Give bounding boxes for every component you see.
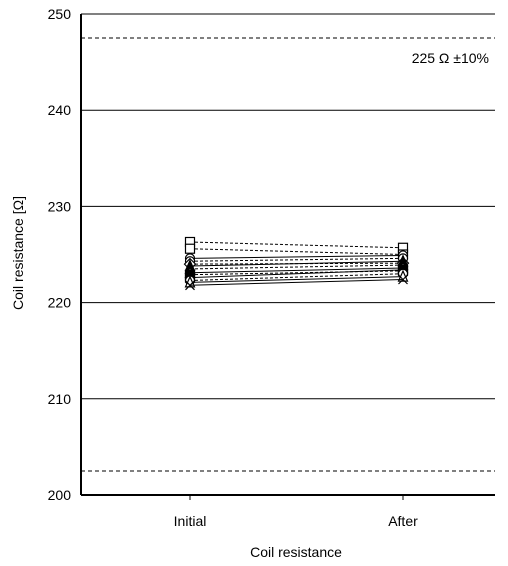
x-tick-label-initial: Initial bbox=[174, 513, 207, 529]
series-2 bbox=[184, 250, 409, 264]
y-tick-label-220: 220 bbox=[48, 295, 72, 311]
series-1-point-0 bbox=[184, 243, 196, 254]
series-0-line bbox=[189, 241, 404, 249]
series-7 bbox=[184, 261, 409, 278]
series-3-line bbox=[189, 257, 404, 262]
y-tick-label-240: 240 bbox=[48, 102, 72, 118]
axes bbox=[80, 14, 495, 500]
y-tick-labels: 200 210 220 230 240 250 bbox=[48, 6, 72, 503]
series-7-line bbox=[189, 267, 404, 274]
series-11 bbox=[184, 269, 409, 288]
series-11-point-1 bbox=[397, 269, 409, 282]
series-layer bbox=[183, 236, 410, 291]
series-6-line bbox=[189, 264, 404, 270]
series-11-line bbox=[189, 276, 404, 283]
series-12-line bbox=[189, 279, 404, 286]
x-tick-label-after: After bbox=[388, 513, 418, 529]
tolerance-annotation: 225 Ω ±10% bbox=[412, 50, 489, 66]
series-2-line bbox=[189, 254, 404, 259]
y-axis-title: Coil resistance [Ω] bbox=[10, 196, 26, 310]
series-12 bbox=[185, 274, 408, 291]
y-tick-label-230: 230 bbox=[48, 198, 72, 214]
x-axis-title: Coil resistance bbox=[250, 544, 342, 560]
series-12-point-1 bbox=[398, 274, 408, 285]
y-tick-label-200: 200 bbox=[48, 487, 72, 503]
series-12-point-0 bbox=[185, 280, 195, 291]
series-1-line bbox=[189, 248, 404, 255]
gridlines bbox=[81, 13, 495, 400]
series-5-line bbox=[189, 260, 404, 267]
y-tick-label-250: 250 bbox=[48, 6, 72, 22]
x-tick-labels: Initial After bbox=[174, 513, 418, 529]
y-tick-label-210: 210 bbox=[48, 391, 72, 407]
tolerance-lines bbox=[81, 37, 495, 472]
series-9-line bbox=[189, 269, 404, 279]
series-10-line bbox=[189, 273, 404, 281]
series-11-point-0 bbox=[184, 275, 196, 288]
series-0 bbox=[184, 236, 409, 253]
